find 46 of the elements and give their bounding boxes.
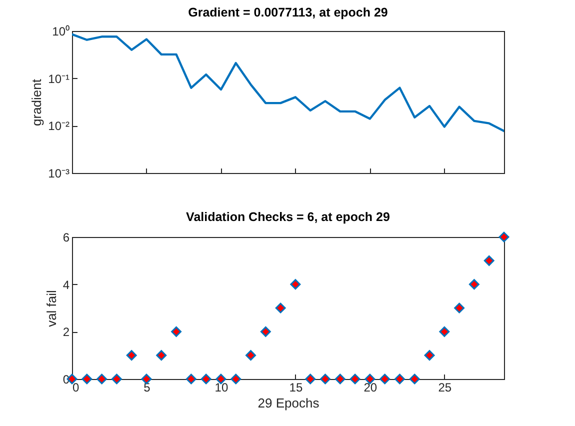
point (454, 302, 465, 314)
point (320, 374, 330, 384)
x-tick-label: 10 (214, 380, 228, 394)
point (424, 350, 435, 361)
point (111, 374, 122, 384)
x-tick-label: 25 (438, 380, 452, 394)
y-tick-label: 10⁻¹ (48, 72, 70, 86)
point (409, 374, 420, 384)
x-tick-label: 5 (144, 380, 151, 394)
point (439, 326, 450, 337)
y-axis-title: gradient (29, 78, 44, 126)
x-tick-label: 0 (72, 380, 80, 394)
point (156, 350, 167, 361)
point (290, 279, 301, 290)
point (171, 326, 182, 337)
point (260, 326, 271, 337)
point (141, 374, 152, 384)
point (200, 374, 212, 384)
chart-title: Validation Checks = 6, at epoch 29 (186, 210, 390, 224)
x-tick-label: 15 (289, 380, 303, 394)
point (126, 350, 137, 361)
y-tick-label: 4 (62, 278, 70, 292)
y-tick-label: 10⁻³ (48, 166, 70, 180)
y-tick-label: 2 (62, 325, 70, 340)
y-tick-label: 6 (62, 230, 70, 244)
point (484, 255, 494, 266)
point (186, 374, 196, 384)
point (380, 374, 390, 384)
y-tick-label: 10⁰ (52, 24, 70, 38)
point (305, 374, 316, 384)
point (394, 374, 405, 384)
y-tick-label: 10⁻² (48, 119, 70, 134)
y-axis-title: val fail (44, 290, 59, 327)
point (275, 302, 286, 314)
x-tick-label: 20 (364, 380, 378, 394)
point (246, 350, 256, 361)
x-axis-title: 29 Epochs (258, 396, 320, 410)
point (230, 374, 242, 384)
point (468, 279, 480, 290)
point (82, 374, 92, 384)
chart-title: Gradient = 0.0077113, at epoch 29 (188, 6, 388, 20)
point (96, 374, 108, 384)
line-series (72, 33, 504, 132)
point (350, 374, 360, 384)
point (334, 374, 346, 384)
point (498, 232, 510, 242)
